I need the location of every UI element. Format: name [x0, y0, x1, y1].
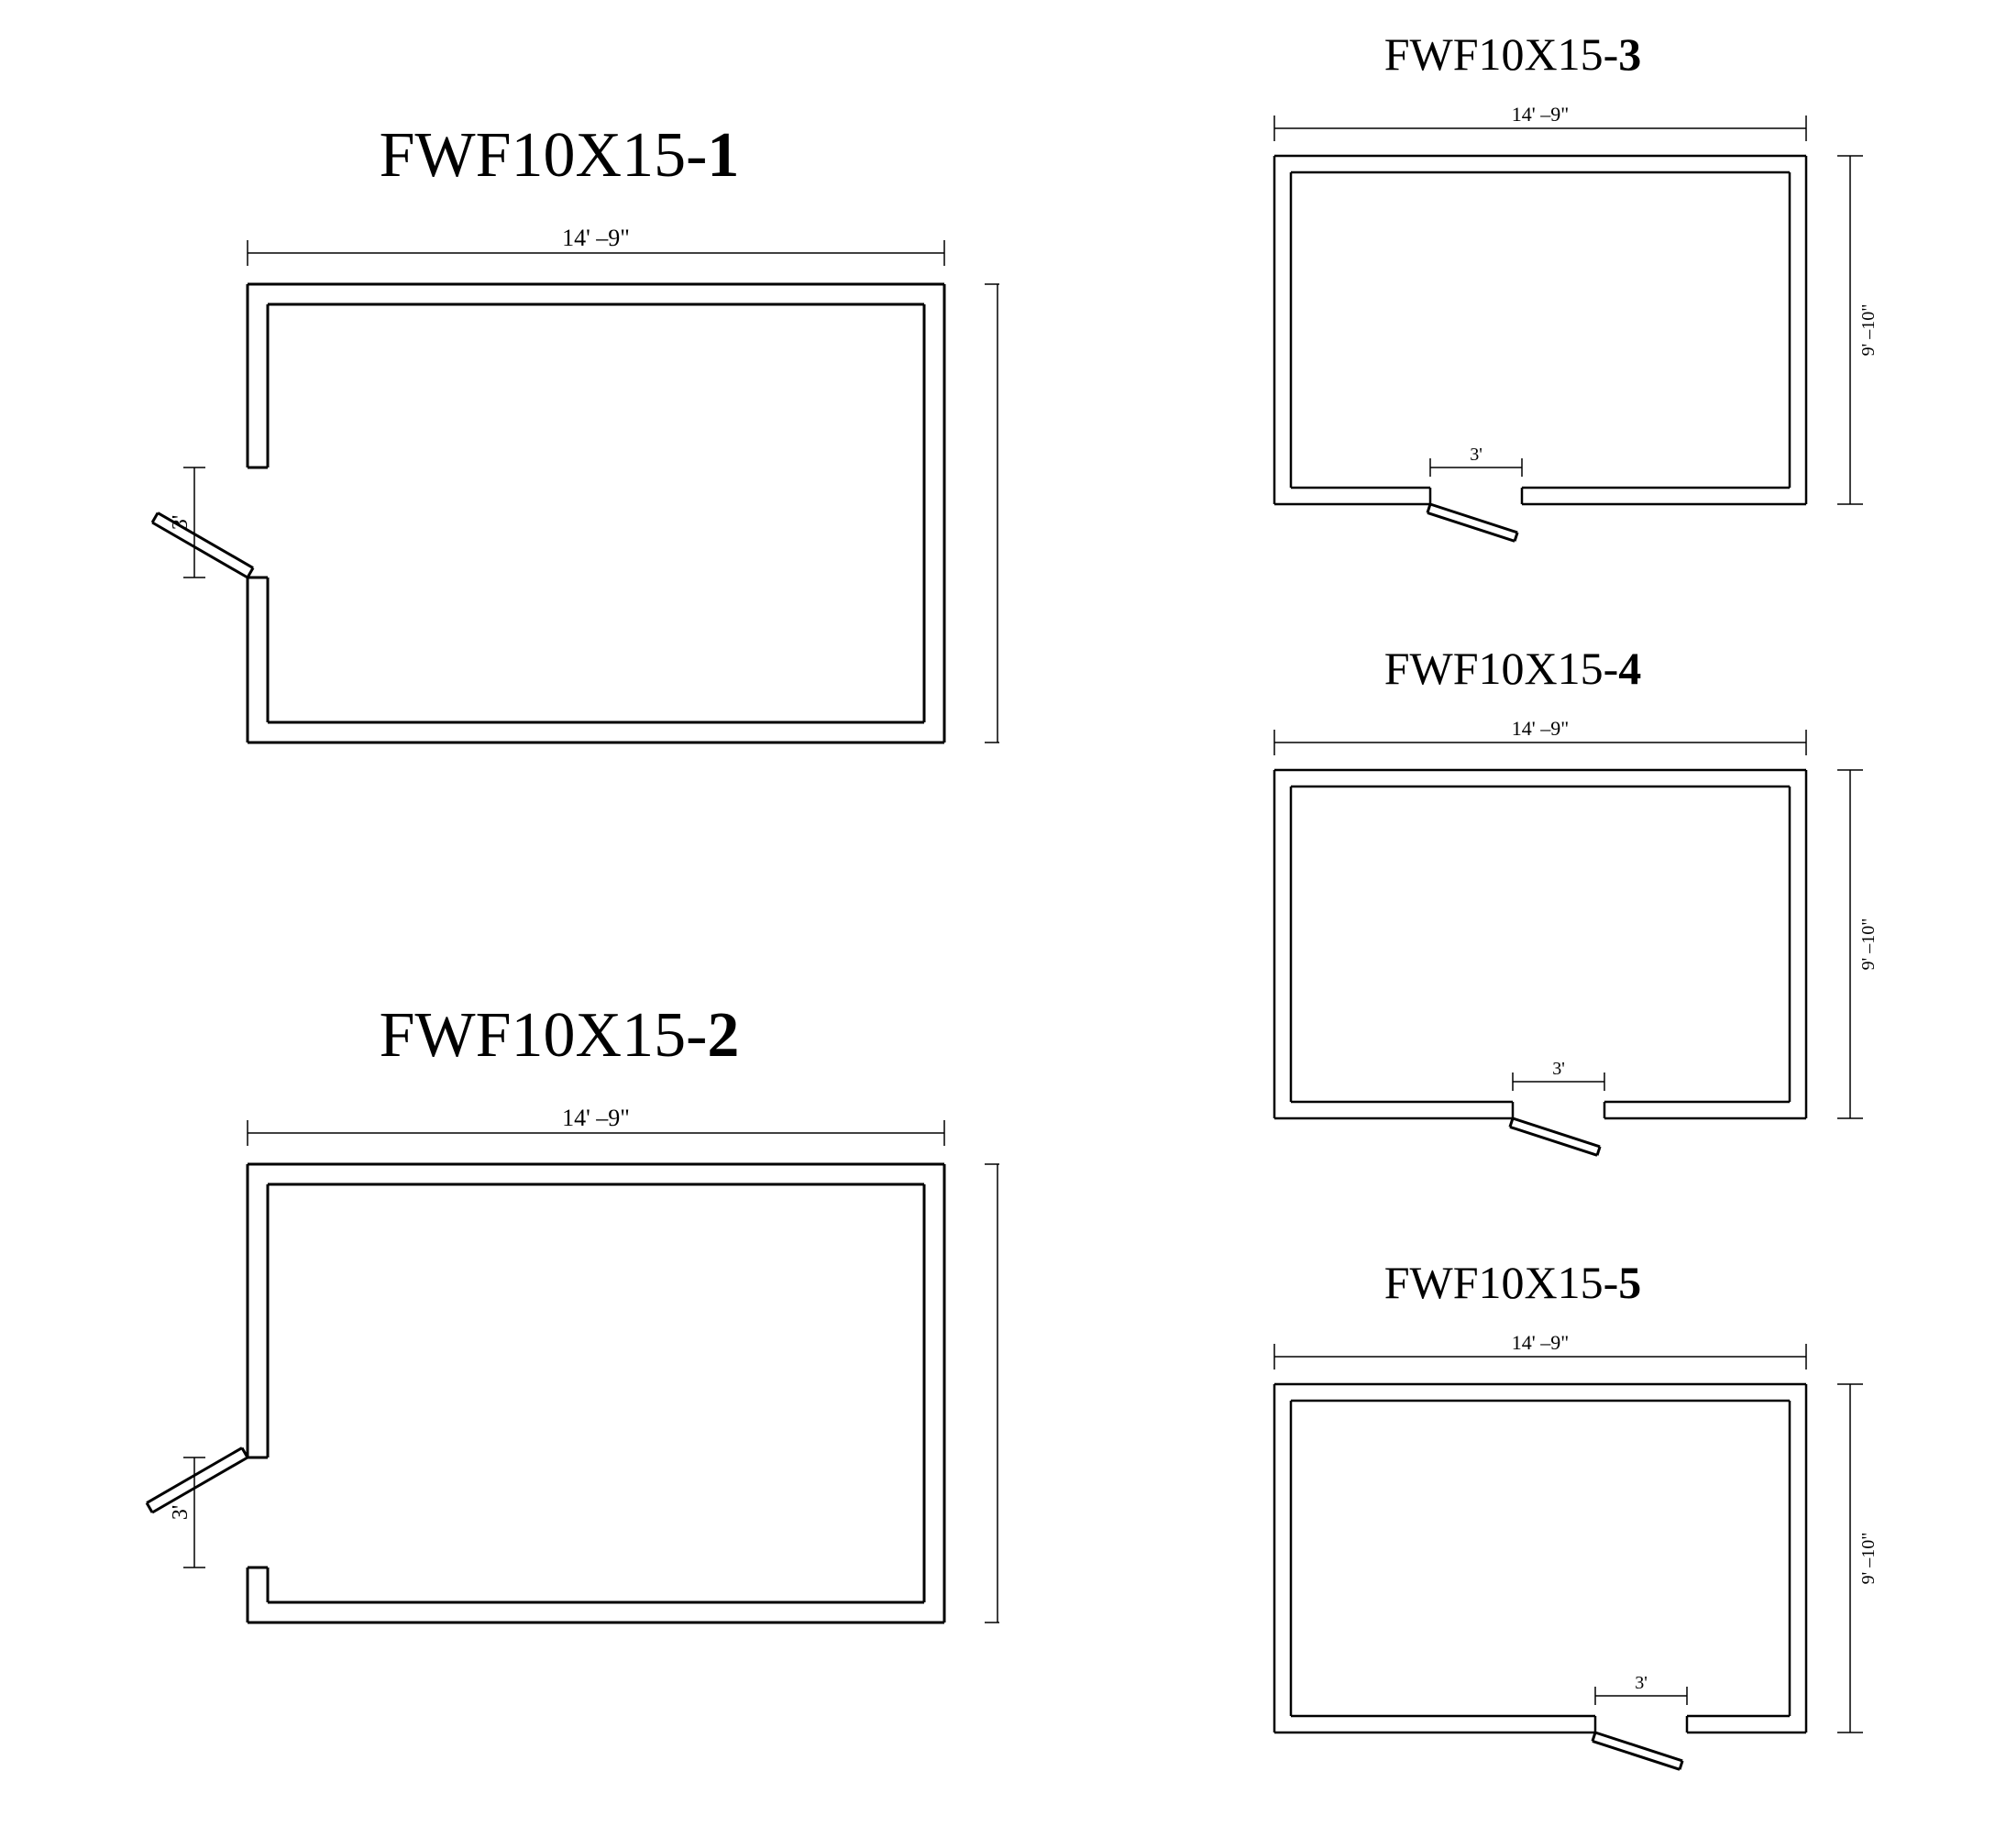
- floor-plan-panel: 3'14' –9"9' –10": [83, 1091, 999, 1678]
- plan-title-prefix: FWF10X15-: [1384, 643, 1619, 694]
- dimension-label: 14' –9": [1512, 1331, 1569, 1354]
- floor-plan-drawing: 3' 14' –9" 9' –10": [1146, 1320, 1898, 1815]
- dimension-label: 3': [1635, 1673, 1648, 1693]
- plan-title: FWF10X15-1: [284, 119, 834, 192]
- plan-title-suffix: 4: [1618, 643, 1641, 694]
- dimension-label: 3': [169, 1505, 193, 1520]
- floor-plan-panel: 3' 14' –9" 9' –10": [1146, 92, 1898, 568]
- plan-title-suffix: 5: [1618, 1257, 1641, 1308]
- dimension-label: 9' –10": [1858, 1533, 1879, 1585]
- plan-title: FWF10X15-2: [284, 999, 834, 1072]
- dimension-label: 14' –9": [1512, 103, 1569, 126]
- plan-title-prefix: FWF10X15-: [1384, 28, 1619, 80]
- dimension-label: 14' –9": [562, 1105, 630, 1131]
- dimension-label: 9' –10": [1858, 304, 1879, 357]
- floor-plan-page: FWF10X15-13'14' –9"9' –10"FWF10X15-23'14…: [0, 0, 1995, 1848]
- dimension-label: 14' –9": [1512, 717, 1569, 740]
- plan-title-prefix: FWF10X15-: [1384, 1257, 1619, 1308]
- dimension-label: 9' –10": [1858, 918, 1879, 971]
- plan-title-prefix: FWF10X15-: [380, 120, 708, 191]
- plan-title: FWF10X15-3: [1320, 28, 1705, 81]
- plan-title-suffix: 2: [707, 1000, 739, 1071]
- floor-plan-drawing: 3' 14' –9" 9' –10": [1146, 92, 1898, 568]
- floor-plan-panel: 3' 14' –9" 9' –10": [1146, 706, 1898, 1182]
- dimension-label: 3': [1552, 1059, 1565, 1079]
- dimension-label: 3': [1470, 445, 1482, 465]
- dimension-label: 14' –9": [562, 225, 630, 251]
- floor-plan-panel: 3'14' –9"9' –10": [83, 211, 999, 798]
- floor-plan-panel: 3' 14' –9" 9' –10": [1146, 1320, 1898, 1815]
- plan-title: FWF10X15-4: [1320, 642, 1705, 695]
- plan-title-suffix: 3: [1618, 28, 1641, 80]
- floor-plan-drawing: 3'14' –9"9' –10": [83, 211, 999, 798]
- floor-plan-drawing: 3'14' –9"9' –10": [83, 1091, 999, 1678]
- dimension-label: 3': [169, 515, 193, 530]
- plan-title: FWF10X15-5: [1320, 1256, 1705, 1309]
- plan-title-suffix: 1: [707, 120, 739, 191]
- floor-plan-drawing: 3' 14' –9" 9' –10": [1146, 706, 1898, 1182]
- plan-title-prefix: FWF10X15-: [380, 1000, 708, 1071]
